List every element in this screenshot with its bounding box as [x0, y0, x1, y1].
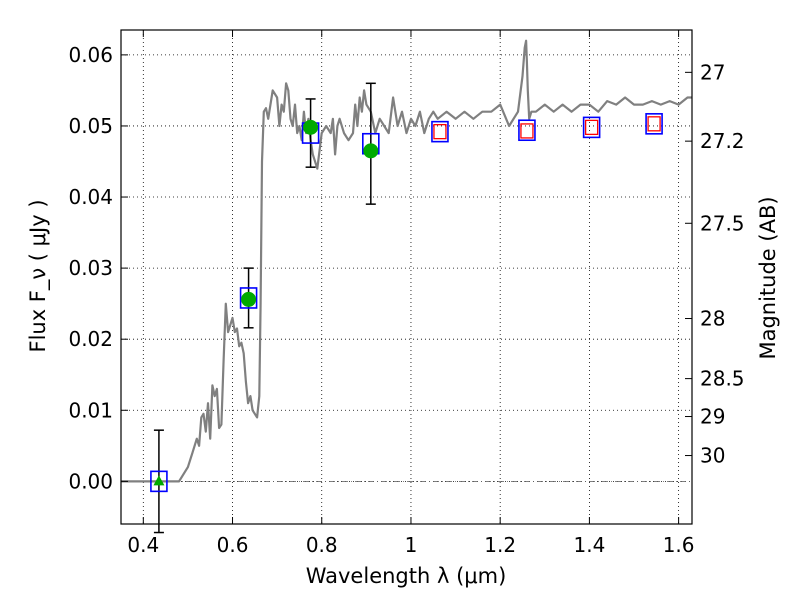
green-points [153, 119, 379, 486]
plot-frame [120, 29, 693, 525]
x-tick-label: 1.2 [484, 533, 516, 557]
y2-axis-label: Magnitude (AB) [756, 196, 780, 359]
observed-square [645, 113, 663, 135]
axis-ticks: 0.4 0.6 0.8 1 1.2 1.4 1.6 0.00 0.01 0.02 0.03 0.04 0… [68, 30, 745, 557]
x-axis-label: Wavelength λ (μm) [306, 564, 507, 588]
y-tick-label: 0.02 [68, 327, 113, 351]
x-tick-label: 1.4 [573, 533, 605, 557]
y2-tick-label: 27 [700, 60, 725, 84]
observed-square [582, 116, 601, 139]
green-circle [241, 291, 257, 307]
y-tick-label: 0.01 [68, 398, 113, 422]
green-circle [363, 143, 379, 159]
model-square [647, 116, 661, 132]
y-tick-label: 0.00 [68, 469, 113, 493]
y2-tick-label: 27.2 [700, 129, 745, 153]
y-tick-label: 0.03 [68, 256, 113, 280]
observed-square [150, 470, 168, 493]
model-points [433, 116, 661, 140]
y-tick-label: 0.06 [68, 43, 113, 67]
x-tick-label: 1.6 [663, 533, 695, 557]
x-tick-label: 1 [405, 533, 418, 557]
y-tick-label: 0.05 [68, 114, 113, 138]
x-tick-label: 0.6 [217, 533, 249, 557]
y-tick-label: 0.04 [68, 185, 113, 209]
template-spectrum [121, 39, 692, 483]
error-bars [153, 82, 376, 534]
model-square [433, 123, 447, 140]
y2-tick-label: 29 [700, 405, 725, 429]
green-triangle [153, 475, 165, 486]
y2-tick-label: 28.5 [700, 367, 745, 391]
y-axis-label: Flux F_ν ( μJy ) [26, 199, 51, 352]
model-square [584, 119, 599, 136]
observed-square [239, 287, 258, 309]
green-circle [303, 119, 319, 135]
x-tick-label: 0.4 [127, 533, 159, 557]
y2-tick-label: 30 [700, 444, 725, 468]
template-spectrum-line [121, 39, 692, 483]
y2-tick-label: 27.5 [700, 211, 745, 235]
observed-square [518, 119, 536, 142]
observed-square [431, 120, 449, 143]
observed-points [150, 113, 663, 493]
grid [121, 30, 692, 524]
x-tick-label: 0.8 [306, 533, 338, 557]
model-square [520, 123, 534, 139]
y2-tick-label: 28 [700, 307, 725, 331]
